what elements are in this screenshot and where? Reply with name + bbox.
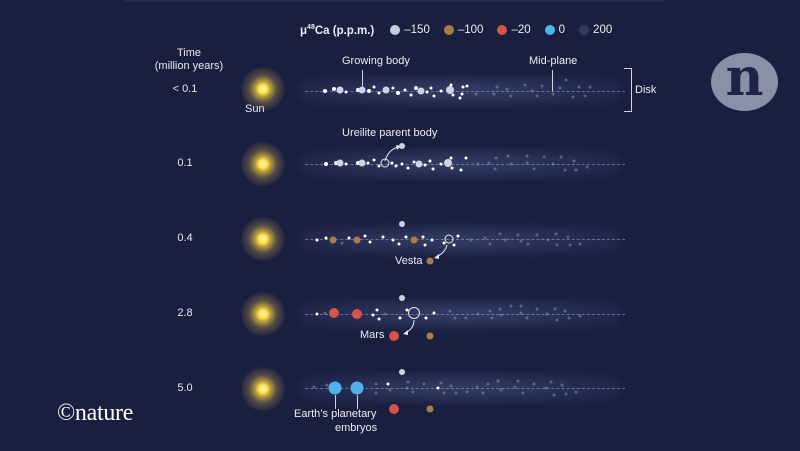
mid-plane-line (305, 239, 625, 240)
mid-plane-line (305, 314, 625, 315)
legend-swatch-icon (390, 25, 401, 35)
time-label-row5: 5.0 (177, 382, 193, 394)
legend-item-minus20: –20 (497, 24, 531, 36)
growing-body-pointer (362, 70, 363, 90)
time-label-row1: < 0.1 (172, 83, 198, 95)
mid-plane-pointer (552, 70, 553, 91)
legend-swatch-icon (579, 25, 590, 35)
vesta-label: Vesta (395, 255, 423, 267)
mars-dot (389, 404, 399, 414)
nature-logo-icon: n (711, 52, 778, 111)
sun-icon (241, 367, 285, 411)
mars-arrow-icon (403, 319, 415, 335)
earth-embryos-label-line2: embryos (335, 422, 378, 434)
ureilite-label: Ureilite parent body (342, 127, 438, 139)
vesta-dot (426, 405, 434, 413)
legend-swatch-icon (544, 25, 555, 35)
nature-copyright: ©nature (57, 400, 134, 426)
time-label-row4: 2.8 (177, 307, 193, 319)
time-label-row3: 0.4 (177, 232, 193, 244)
legend-swatch-icon (443, 25, 454, 35)
vesta-dot (426, 332, 434, 340)
sun-label: Sun (245, 103, 265, 115)
legend-title: μ48Ca (p.p.m.) (300, 23, 375, 37)
time-header-line2: (million years) (154, 60, 224, 72)
sun-icon (241, 292, 285, 336)
legend-item-minus100: –100 (443, 24, 483, 36)
mars-dot (389, 331, 399, 341)
mid-plane-label: Mid-plane (529, 55, 578, 67)
top-divider (125, 0, 665, 2)
vesta-arrow-icon (434, 244, 448, 259)
vesta-dot (426, 257, 434, 265)
mars-label: Mars (360, 329, 385, 341)
time-header-line1: Time (176, 47, 202, 59)
earth-embryo-pointer (335, 395, 336, 409)
sun-icon (241, 142, 285, 186)
growing-body-label: Growing body (342, 55, 410, 67)
disk-glow (300, 225, 620, 255)
legend-swatch-icon (497, 25, 508, 35)
mid-plane-line (305, 164, 625, 165)
mid-plane-line (305, 388, 625, 389)
sun-icon (241, 217, 285, 261)
time-axis-header: Time (million years) (148, 47, 230, 73)
disk-bracket (624, 68, 632, 112)
earth-embryo-pointer (357, 395, 358, 409)
time-label-row2: 0.1 (177, 157, 193, 169)
mid-plane-line (305, 91, 625, 92)
legend-item-minus150: –150 (390, 24, 430, 36)
disk-label: Disk (635, 84, 657, 96)
legend-item-0: 0 (544, 24, 565, 36)
legend-item-200: 200 (579, 24, 612, 36)
earth-embryos-label-line1: Earth’s planetary (294, 408, 377, 420)
sun-icon (241, 67, 285, 111)
legend: μ48Ca (p.p.m.) –150 –100 –20 0 200 (300, 22, 626, 38)
